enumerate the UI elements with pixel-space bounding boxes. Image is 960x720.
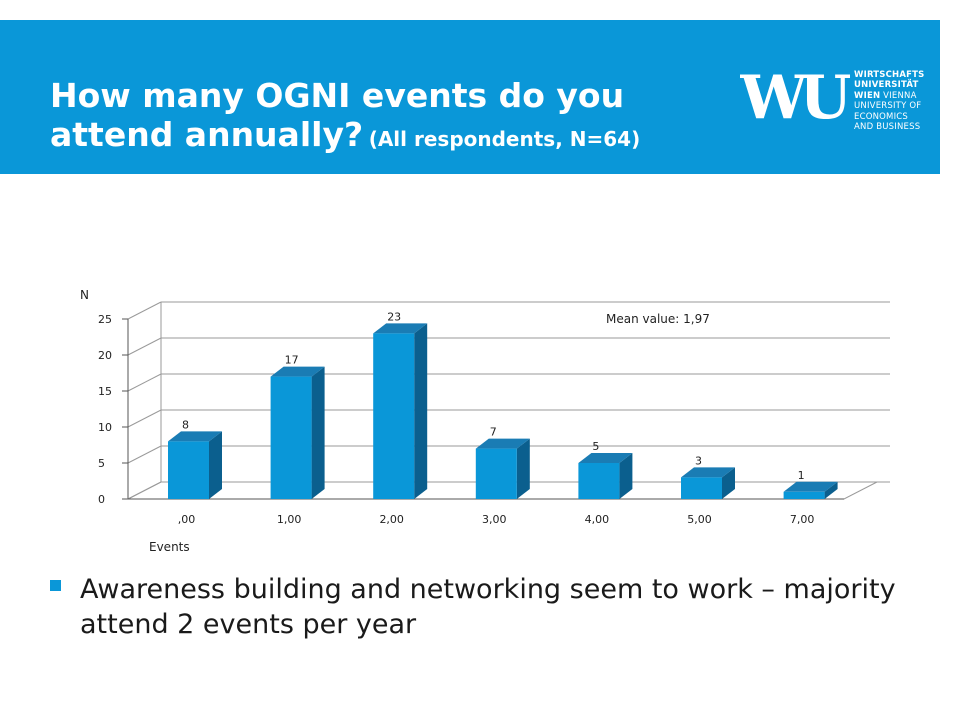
y-axis-title: N	[80, 288, 89, 302]
logo-line: ECONOMICS	[854, 111, 909, 122]
title-main: How many OGNI events do you attend annua…	[50, 76, 625, 154]
x-axis-title: Events	[149, 540, 190, 554]
data-label: 8	[182, 418, 189, 431]
bar	[578, 463, 620, 499]
y-tick-label: 0	[98, 493, 105, 506]
logo-line: UNIVERSITÄT	[854, 80, 919, 91]
bar-side	[311, 366, 325, 499]
gridline-side	[127, 373, 162, 392]
gridline-side	[127, 445, 162, 464]
data-label: 7	[490, 426, 497, 439]
logo-mark-text: WU	[740, 64, 850, 124]
bar-side	[824, 481, 838, 499]
x-tick-label: 5,00	[687, 513, 712, 526]
slide-title: How many OGNI events do you attend annua…	[50, 76, 700, 154]
title-sub: (All respondents, N=64)	[368, 127, 641, 151]
bar-top	[168, 431, 222, 442]
y-tick-label: 5	[98, 457, 105, 470]
x-tick-label: 7,00	[790, 513, 815, 526]
bar-top	[681, 467, 735, 478]
bar-top	[373, 323, 428, 334]
data-label: 1	[798, 469, 805, 482]
bar	[475, 448, 517, 499]
bar-top	[270, 366, 325, 377]
bar	[373, 333, 415, 499]
x-tick-label: 1,00	[277, 513, 302, 526]
data-label: 17	[285, 354, 299, 367]
bullet-marker	[50, 580, 61, 591]
bar	[168, 441, 209, 499]
logo-line: WIEN VIENNA	[854, 90, 917, 101]
x-tick-label: ,00	[178, 513, 196, 526]
data-label: 3	[695, 454, 702, 467]
data-label: 5	[592, 440, 599, 453]
x-tick-label: 2,00	[379, 513, 404, 526]
x-tick-label: 4,00	[585, 513, 610, 526]
wu-logo: WU WIRTSCHAFTS UNIVERSITÄT WIEN VIENNA U…	[739, 63, 924, 164]
bar-side	[209, 431, 222, 499]
gridline-side	[127, 301, 162, 320]
title-banner: How many OGNI events do you attend annua…	[0, 20, 940, 174]
y-tick-label: 10	[98, 421, 112, 434]
bar-side	[516, 438, 530, 499]
y-tick-label: 20	[98, 349, 112, 362]
bar	[681, 477, 722, 499]
logo-line: UNIVERSITY OF	[854, 101, 922, 112]
gridline-side	[127, 409, 162, 428]
logo-line: WIRTSCHAFTS	[854, 70, 925, 80]
bar-side	[414, 323, 428, 499]
bar-top	[783, 481, 838, 492]
bar	[783, 491, 825, 499]
bar-side	[619, 453, 633, 499]
bar-side	[722, 467, 735, 499]
logo-wordmark: WIRTSCHAFTS UNIVERSITÄT WIEN VIENNA UNIV…	[854, 70, 924, 132]
logo-line: AND BUSINESS	[854, 122, 921, 133]
y-tick-label: 15	[98, 385, 112, 398]
bar-top	[578, 453, 633, 463]
y-tick-label: 25	[98, 313, 112, 326]
data-label: 23	[387, 310, 401, 323]
bar	[270, 376, 312, 499]
x-tick-label: 3,00	[482, 513, 507, 526]
gridline-side	[127, 337, 162, 356]
mean-annotation: Mean value: 1,97	[606, 312, 710, 326]
bullet-text: Awareness building and networking seem t…	[80, 574, 896, 640]
bar-top	[475, 438, 530, 449]
wu-logo-mark: WU	[739, 63, 858, 133]
